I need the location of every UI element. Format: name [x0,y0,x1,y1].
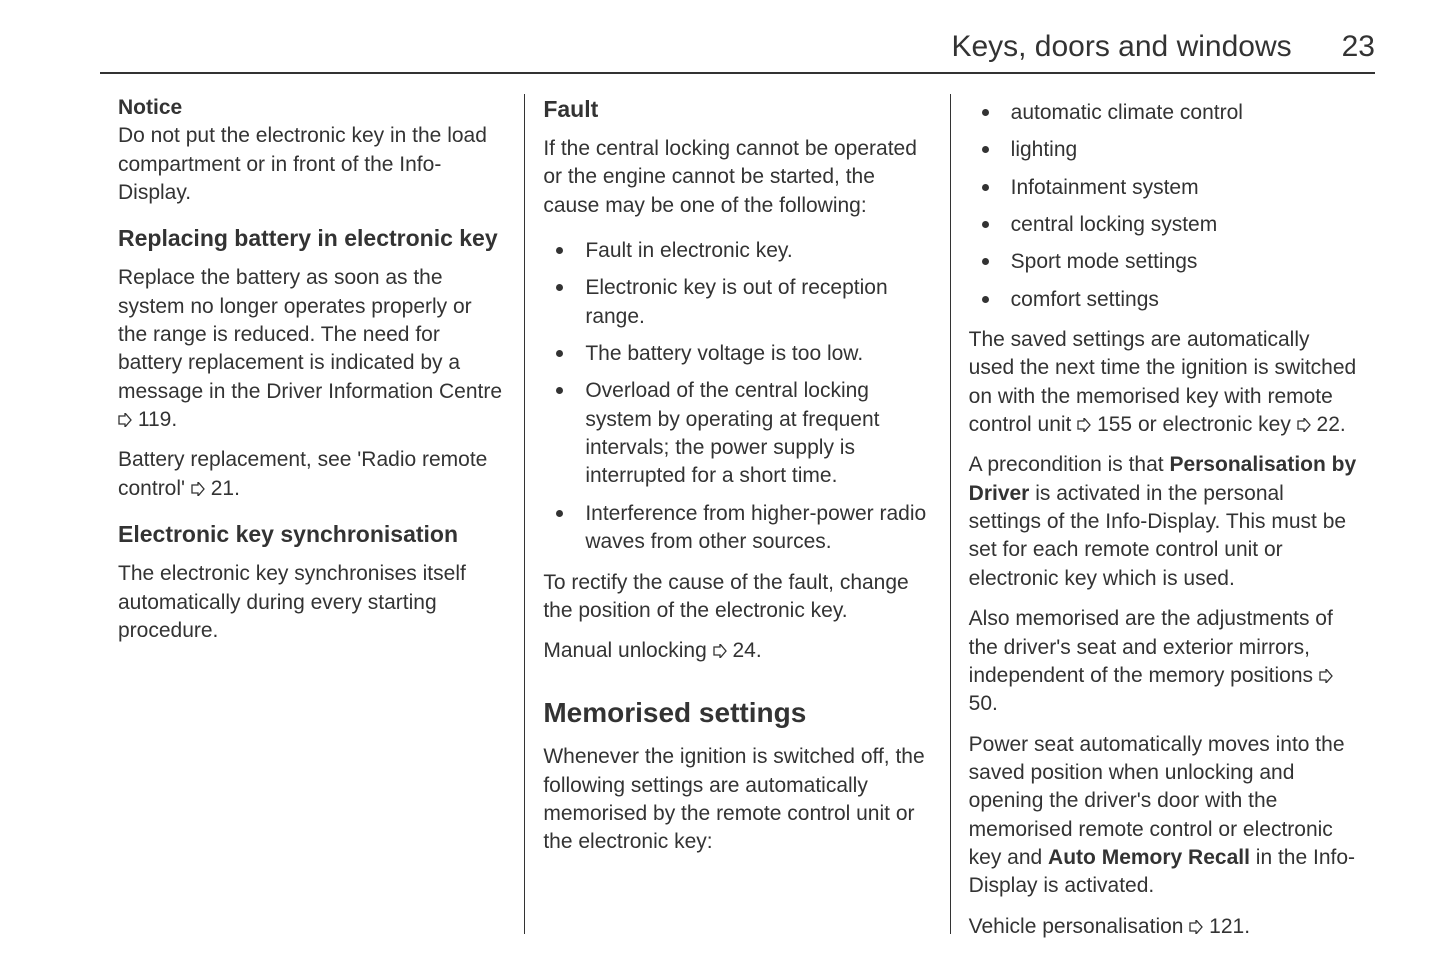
para-memorised-intro: Whenever the ignition is switched off, t… [543,743,931,856]
list-item: Overload of the central locking system b… [577,372,931,490]
heading-memorised: Memorised settings [543,694,931,732]
para-vehicle-personalisation: Vehicle personalisation 121. [969,913,1357,941]
para-replace-1: Replace the battery as soon as the syste… [118,264,506,434]
heading-replace-battery: Replacing battery in electronic key [118,223,506,254]
list-item: Fault in electronic key. [577,232,931,265]
para-precondition: A precondition is that Personalisation b… [969,451,1357,593]
memorised-list: automatic climate control lighting Infot… [969,94,1357,314]
para-fault-intro: If the central locking cannot be operate… [543,135,931,220]
list-item: central locking system [1003,206,1357,239]
section-title: Keys, doors and windows [951,30,1291,64]
page-header: Keys, doors and windows 23 [100,30,1375,74]
para-sync: The electronic key synchronises itself a… [118,560,506,645]
fault-list: Fault in electronic key. Electronic key … [543,232,931,556]
list-item: Infotainment system [1003,169,1357,202]
crossref-icon [1077,418,1091,432]
crossref-icon [1189,920,1203,934]
heading-fault: Fault [543,94,931,125]
list-item: Electronic key is out of reception range… [577,269,931,331]
column-1: Notice Do not put the electronic key in … [100,94,524,934]
list-item: lighting [1003,131,1357,164]
para-rectify: To rectify the cause of the fault, chang… [543,569,931,626]
column-3: automatic climate control lighting Infot… [950,94,1375,934]
content-columns: Notice Do not put the electronic key in … [100,94,1375,934]
bold-term: Auto Memory Recall [1048,846,1250,869]
notice-body: Do not put the electronic key in the loa… [118,124,487,204]
list-item: comfort settings [1003,281,1357,314]
list-item: Sport mode settings [1003,243,1357,276]
crossref-icon [1319,669,1333,683]
para-saved-settings: The saved settings are automatically use… [969,326,1357,439]
crossref-icon [713,644,727,658]
crossref-icon [1297,418,1311,432]
para-replace-2: Battery replacement, see 'Radio remote c… [118,446,506,503]
column-2: Fault If the central locking cannot be o… [524,94,949,934]
crossref-icon [118,413,132,427]
heading-sync: Electronic key synchronisation [118,519,506,550]
para-also-memorised: Also memorised are the adjustments of th… [969,605,1357,718]
manual-page: Keys, doors and windows 23 Notice Do not… [0,0,1445,965]
list-item: automatic climate control [1003,94,1357,127]
notice-label: Notice [118,96,182,119]
para-manual-unlock: Manual unlocking 24. [543,637,931,665]
crossref-icon [191,482,205,496]
list-item: Interference from higher-power radio wav… [577,495,931,557]
page-number: 23 [1342,30,1375,64]
list-item: The battery voltage is too low. [577,335,931,368]
para-power-seat: Power seat automatically moves into the … [969,731,1357,901]
